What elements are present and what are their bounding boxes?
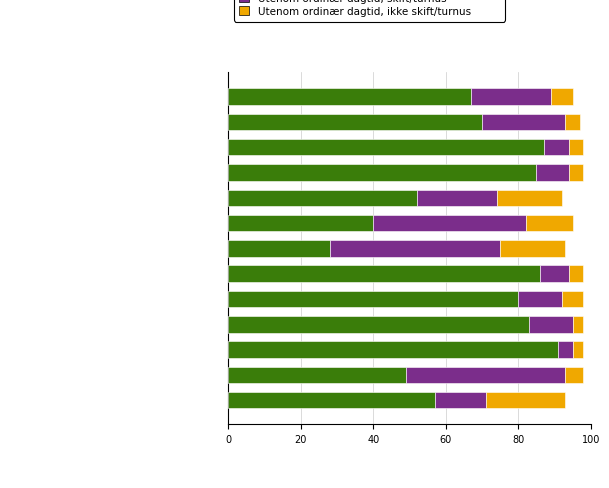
Bar (228, 215, 373, 232)
Bar (406, 367, 565, 384)
Bar (496, 190, 561, 206)
Bar (565, 114, 580, 131)
Bar (228, 367, 406, 384)
Bar (551, 89, 572, 105)
Bar (417, 190, 496, 206)
Bar (572, 316, 583, 333)
Bar (228, 392, 435, 408)
Bar (569, 266, 583, 283)
Bar (471, 89, 551, 105)
Bar (529, 316, 572, 333)
Bar (572, 342, 583, 358)
Bar (544, 140, 569, 156)
Bar (565, 367, 583, 384)
Bar (526, 215, 572, 232)
Bar (482, 114, 565, 131)
Bar (228, 89, 471, 105)
Bar (228, 165, 537, 182)
Bar (228, 291, 518, 307)
Bar (500, 241, 565, 257)
Bar (561, 291, 583, 307)
Bar (540, 266, 569, 283)
Bar (228, 140, 544, 156)
Bar (518, 291, 561, 307)
Bar (373, 215, 526, 232)
Bar (228, 241, 330, 257)
Bar (330, 241, 500, 257)
Bar (569, 140, 583, 156)
Bar (228, 342, 558, 358)
Bar (228, 114, 482, 131)
Bar (228, 266, 540, 283)
Bar (569, 165, 583, 182)
Bar (228, 190, 417, 206)
Bar (435, 392, 485, 408)
Bar (558, 342, 572, 358)
Bar (228, 316, 529, 333)
Bar (485, 392, 565, 408)
Legend: Ordinær dagtid (mandag-fredag klokka 06-18), Utenom ordinær dagtid, skift/turnus: Ordinær dagtid (mandag-fredag klokka 06-… (234, 0, 505, 22)
Bar (537, 165, 569, 182)
